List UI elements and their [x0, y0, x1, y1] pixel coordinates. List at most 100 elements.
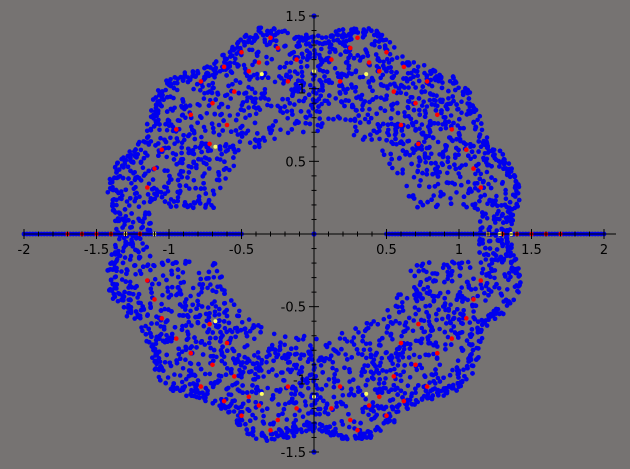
data-point — [461, 194, 467, 199]
data-point — [252, 377, 258, 382]
data-point — [484, 323, 490, 328]
data-point — [267, 127, 273, 133]
data-point — [319, 46, 324, 52]
data-point — [138, 271, 144, 277]
data-point — [282, 104, 288, 109]
data-point — [185, 79, 191, 85]
data-point — [282, 342, 288, 348]
data-point — [171, 199, 177, 204]
data-point — [430, 327, 436, 333]
data-point — [190, 285, 196, 291]
data-point — [486, 226, 492, 232]
data-point — [298, 64, 304, 70]
data-point — [400, 355, 406, 360]
data-point — [120, 225, 125, 230]
data-point — [159, 301, 164, 307]
data-point — [475, 168, 481, 173]
data-point — [216, 122, 222, 128]
data-point — [184, 297, 189, 302]
data-point — [388, 368, 393, 373]
data-point — [434, 166, 440, 172]
data-point — [409, 161, 414, 167]
data-point — [303, 120, 309, 126]
data-point — [364, 355, 369, 361]
data-point — [419, 317, 424, 323]
data-point — [123, 279, 129, 284]
data-point — [299, 369, 304, 375]
data-point — [328, 432, 334, 438]
data-point — [406, 315, 412, 321]
data-point — [381, 421, 387, 426]
data-point — [406, 355, 412, 360]
data-point — [405, 124, 411, 129]
data-point — [332, 348, 338, 353]
data-point — [251, 323, 256, 328]
data-point — [373, 427, 378, 433]
data-point — [222, 325, 228, 331]
data-point — [284, 109, 290, 114]
data-point — [434, 311, 439, 317]
data-point — [272, 27, 277, 32]
data-point — [365, 325, 371, 331]
data-point — [451, 120, 456, 126]
data-point — [260, 94, 266, 99]
data-point — [234, 380, 240, 386]
data-point — [132, 285, 138, 291]
data-point — [381, 406, 387, 412]
data-point — [476, 139, 482, 144]
data-point — [400, 61, 406, 66]
data-point — [297, 356, 303, 361]
data-point — [470, 371, 475, 376]
data-point — [163, 380, 168, 386]
data-point — [141, 247, 146, 252]
data-point — [247, 140, 253, 145]
data-point — [165, 81, 170, 86]
data-point — [244, 98, 250, 104]
data-point — [388, 333, 393, 338]
data-point — [305, 35, 311, 41]
data-point — [484, 281, 490, 286]
data-point — [193, 185, 198, 191]
data-point — [433, 340, 439, 346]
data-point — [217, 318, 222, 323]
data-point — [195, 319, 201, 325]
data-point — [285, 130, 291, 136]
data-point — [490, 153, 496, 158]
data-point — [222, 159, 227, 164]
data-point — [253, 371, 258, 377]
data-point — [306, 385, 311, 391]
data-point — [489, 164, 494, 169]
data-point — [138, 315, 143, 321]
data-point — [443, 115, 448, 120]
data-point — [374, 130, 380, 135]
data-point — [410, 328, 416, 334]
data-point — [455, 358, 461, 364]
data-point — [208, 345, 213, 351]
data-point — [165, 375, 171, 380]
data-point — [459, 99, 464, 104]
data-point — [142, 212, 148, 217]
data-point — [450, 367, 455, 373]
data-point — [468, 156, 474, 162]
data-point — [413, 390, 418, 396]
data-point — [376, 31, 381, 36]
data-point — [207, 371, 213, 377]
data-point — [125, 164, 131, 170]
data-point — [178, 291, 184, 297]
data-point — [350, 102, 355, 108]
data-point — [154, 361, 159, 367]
data-point — [157, 359, 163, 365]
data-point — [490, 147, 496, 152]
data-point — [392, 45, 397, 50]
data-point — [211, 275, 217, 280]
data-point — [346, 412, 351, 417]
data-point — [149, 321, 154, 326]
data-point — [287, 359, 293, 365]
data-point — [222, 59, 227, 65]
data-point — [322, 98, 328, 104]
data-point — [120, 297, 126, 303]
data-point — [447, 135, 453, 140]
data-point — [115, 175, 121, 180]
data-point — [143, 150, 148, 156]
data-point — [460, 321, 465, 326]
